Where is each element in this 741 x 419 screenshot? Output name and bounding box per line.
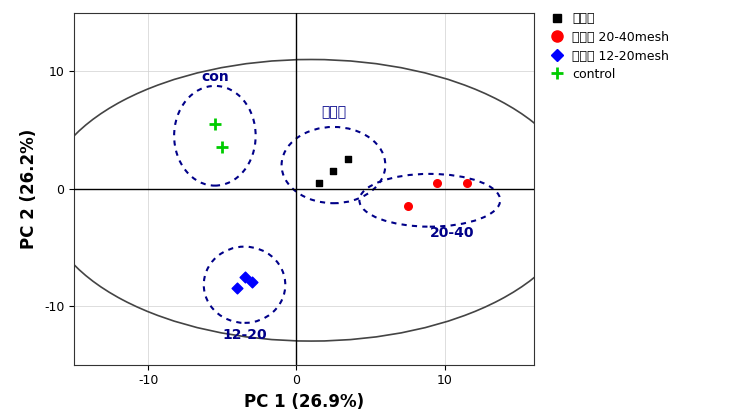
Point: [402, 203, 413, 210]
Legend: 규조토, 활성탄 20-40mesh, 활성탄 12-20mesh, control: 규조토, 활성탄 20-40mesh, 활성탄 12-20mesh, contr…: [550, 13, 669, 81]
X-axis label: PC 1 (26.9%): PC 1 (26.9%): [244, 393, 364, 411]
Text: con: con: [201, 70, 229, 84]
Point: [431, 179, 443, 186]
Point: [246, 279, 258, 286]
Point: [216, 144, 228, 151]
Text: 12-20: 12-20: [222, 328, 267, 342]
Text: 규조토: 규조토: [321, 105, 346, 119]
Point: [342, 156, 354, 163]
Y-axis label: PC 2 (26.2%): PC 2 (26.2%): [21, 129, 39, 248]
Point: [209, 121, 221, 127]
Point: [239, 273, 250, 280]
Point: [328, 168, 339, 174]
Point: [231, 285, 243, 292]
Point: [461, 179, 473, 186]
Point: [313, 179, 325, 186]
Text: 20-40: 20-40: [430, 226, 474, 240]
